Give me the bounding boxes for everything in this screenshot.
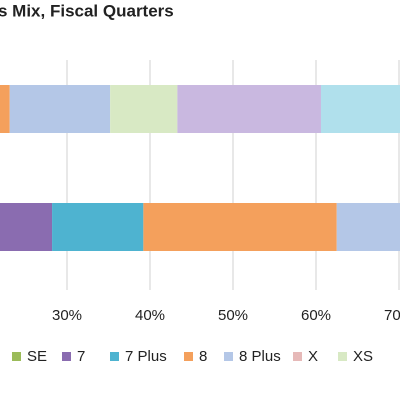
legend-label: XS <box>353 348 373 365</box>
legend-label: SE <box>27 348 47 365</box>
bar-segment <box>52 203 144 251</box>
legend-swatch <box>293 352 302 361</box>
legend-swatch <box>12 352 21 361</box>
legend-swatch <box>110 352 119 361</box>
legend-label: 8 Plus <box>239 348 281 365</box>
x-tick-label: 50% <box>218 307 248 324</box>
bar-segment <box>320 85 400 133</box>
legend-label: 7 <box>77 348 85 365</box>
bar-segment <box>0 203 53 251</box>
bar-segment <box>336 203 400 251</box>
legend-swatch <box>62 352 71 361</box>
legend-label: 7 Plus <box>125 348 167 365</box>
bar-segment <box>110 85 178 133</box>
x-tick-label: 30% <box>52 307 82 324</box>
x-tick-label: 70% <box>384 307 400 324</box>
legend-swatch <box>224 352 233 361</box>
legend-label: 8 <box>199 348 207 365</box>
legend-label: X <box>308 348 318 365</box>
legend-swatch <box>184 352 193 361</box>
chart-title: s Mix, Fiscal Quarters <box>0 1 174 20</box>
legend-swatch <box>338 352 347 361</box>
bar-segment <box>0 85 10 133</box>
bar-segment <box>143 203 337 251</box>
x-tick-label: 40% <box>135 307 165 324</box>
bar-segment <box>9 85 111 133</box>
x-tick-label: 60% <box>301 307 331 324</box>
bar-segment <box>177 85 321 133</box>
